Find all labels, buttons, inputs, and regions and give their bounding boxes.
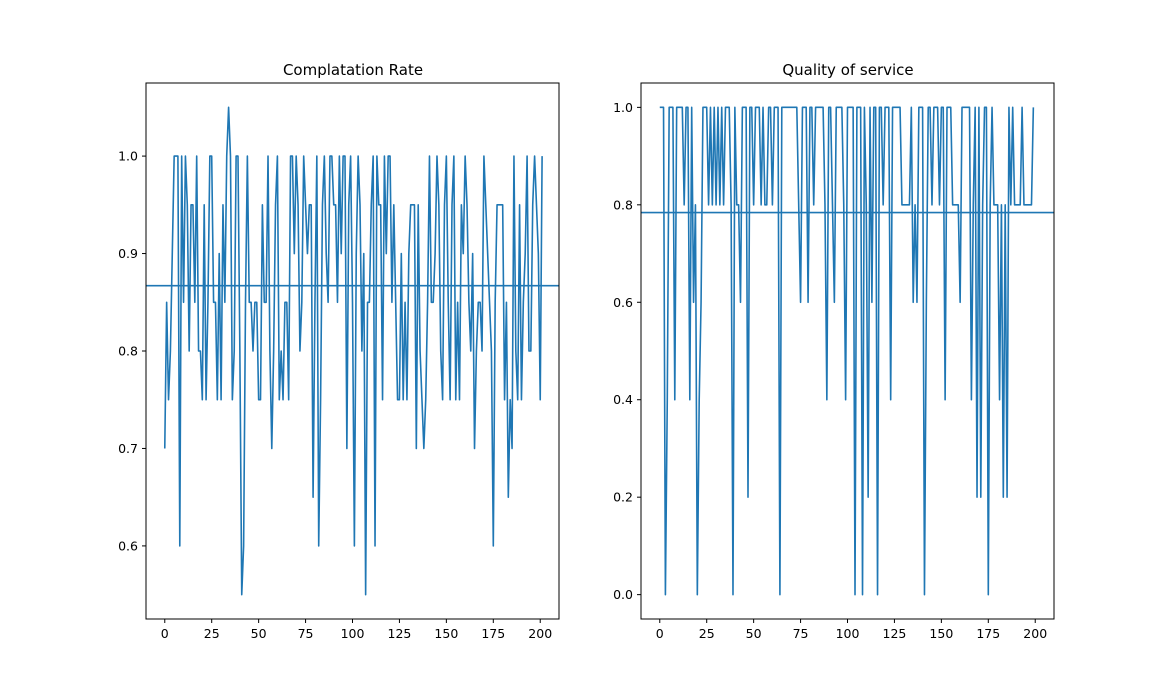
x-tick-label: 125	[883, 626, 907, 641]
y-tick-label: 0.8	[613, 197, 633, 212]
y-tick-label: 0.4	[613, 392, 633, 407]
x-tick-label: 25	[204, 626, 220, 641]
y-tick-label: 1.0	[613, 100, 633, 115]
x-tick-label: 150	[434, 626, 458, 641]
x-tick-label: 50	[746, 626, 762, 641]
y-tick-label: 0.6	[118, 538, 138, 553]
x-tick-label: 125	[388, 626, 412, 641]
chart-panel-complatation-rate: Complatation Rate 0 25 50 75 100 125 150 175 200…	[118, 61, 560, 641]
y-tick-label: 0.0	[613, 587, 633, 602]
chart-panel-quality-of-service: Quality of service 0 25 50 75 100 125 150 175 20…	[613, 61, 1055, 641]
x-tick-label: 175	[976, 626, 1000, 641]
x-tick-label: 100	[836, 626, 860, 641]
x-tick-label: 0	[161, 626, 169, 641]
series-line	[659, 106, 1035, 596]
y-tick-label: 0.6	[613, 295, 633, 310]
x-tick-label: 25	[699, 626, 715, 641]
x-tick-label: 50	[251, 626, 267, 641]
x-tick-label: 200	[1023, 626, 1047, 641]
y-tick-label: 0.2	[613, 490, 633, 505]
x-tick-label: 75	[793, 626, 809, 641]
y-tick-label: 0.7	[118, 441, 138, 456]
x-tick-label: 200	[528, 626, 552, 641]
chart-title: Complatation Rate	[283, 61, 423, 79]
x-tick-label: 150	[929, 626, 953, 641]
series-line	[163, 106, 543, 596]
x-tick-label: 75	[298, 626, 314, 641]
x-tick-label: 175	[481, 626, 505, 641]
chart-title: Quality of service	[782, 61, 913, 79]
x-tick-label: 100	[341, 626, 365, 641]
y-tick-label: 0.9	[118, 246, 138, 261]
y-tick-label: 1.0	[118, 149, 138, 164]
x-tick-label: 0	[656, 626, 664, 641]
y-tick-label: 0.8	[118, 344, 138, 359]
